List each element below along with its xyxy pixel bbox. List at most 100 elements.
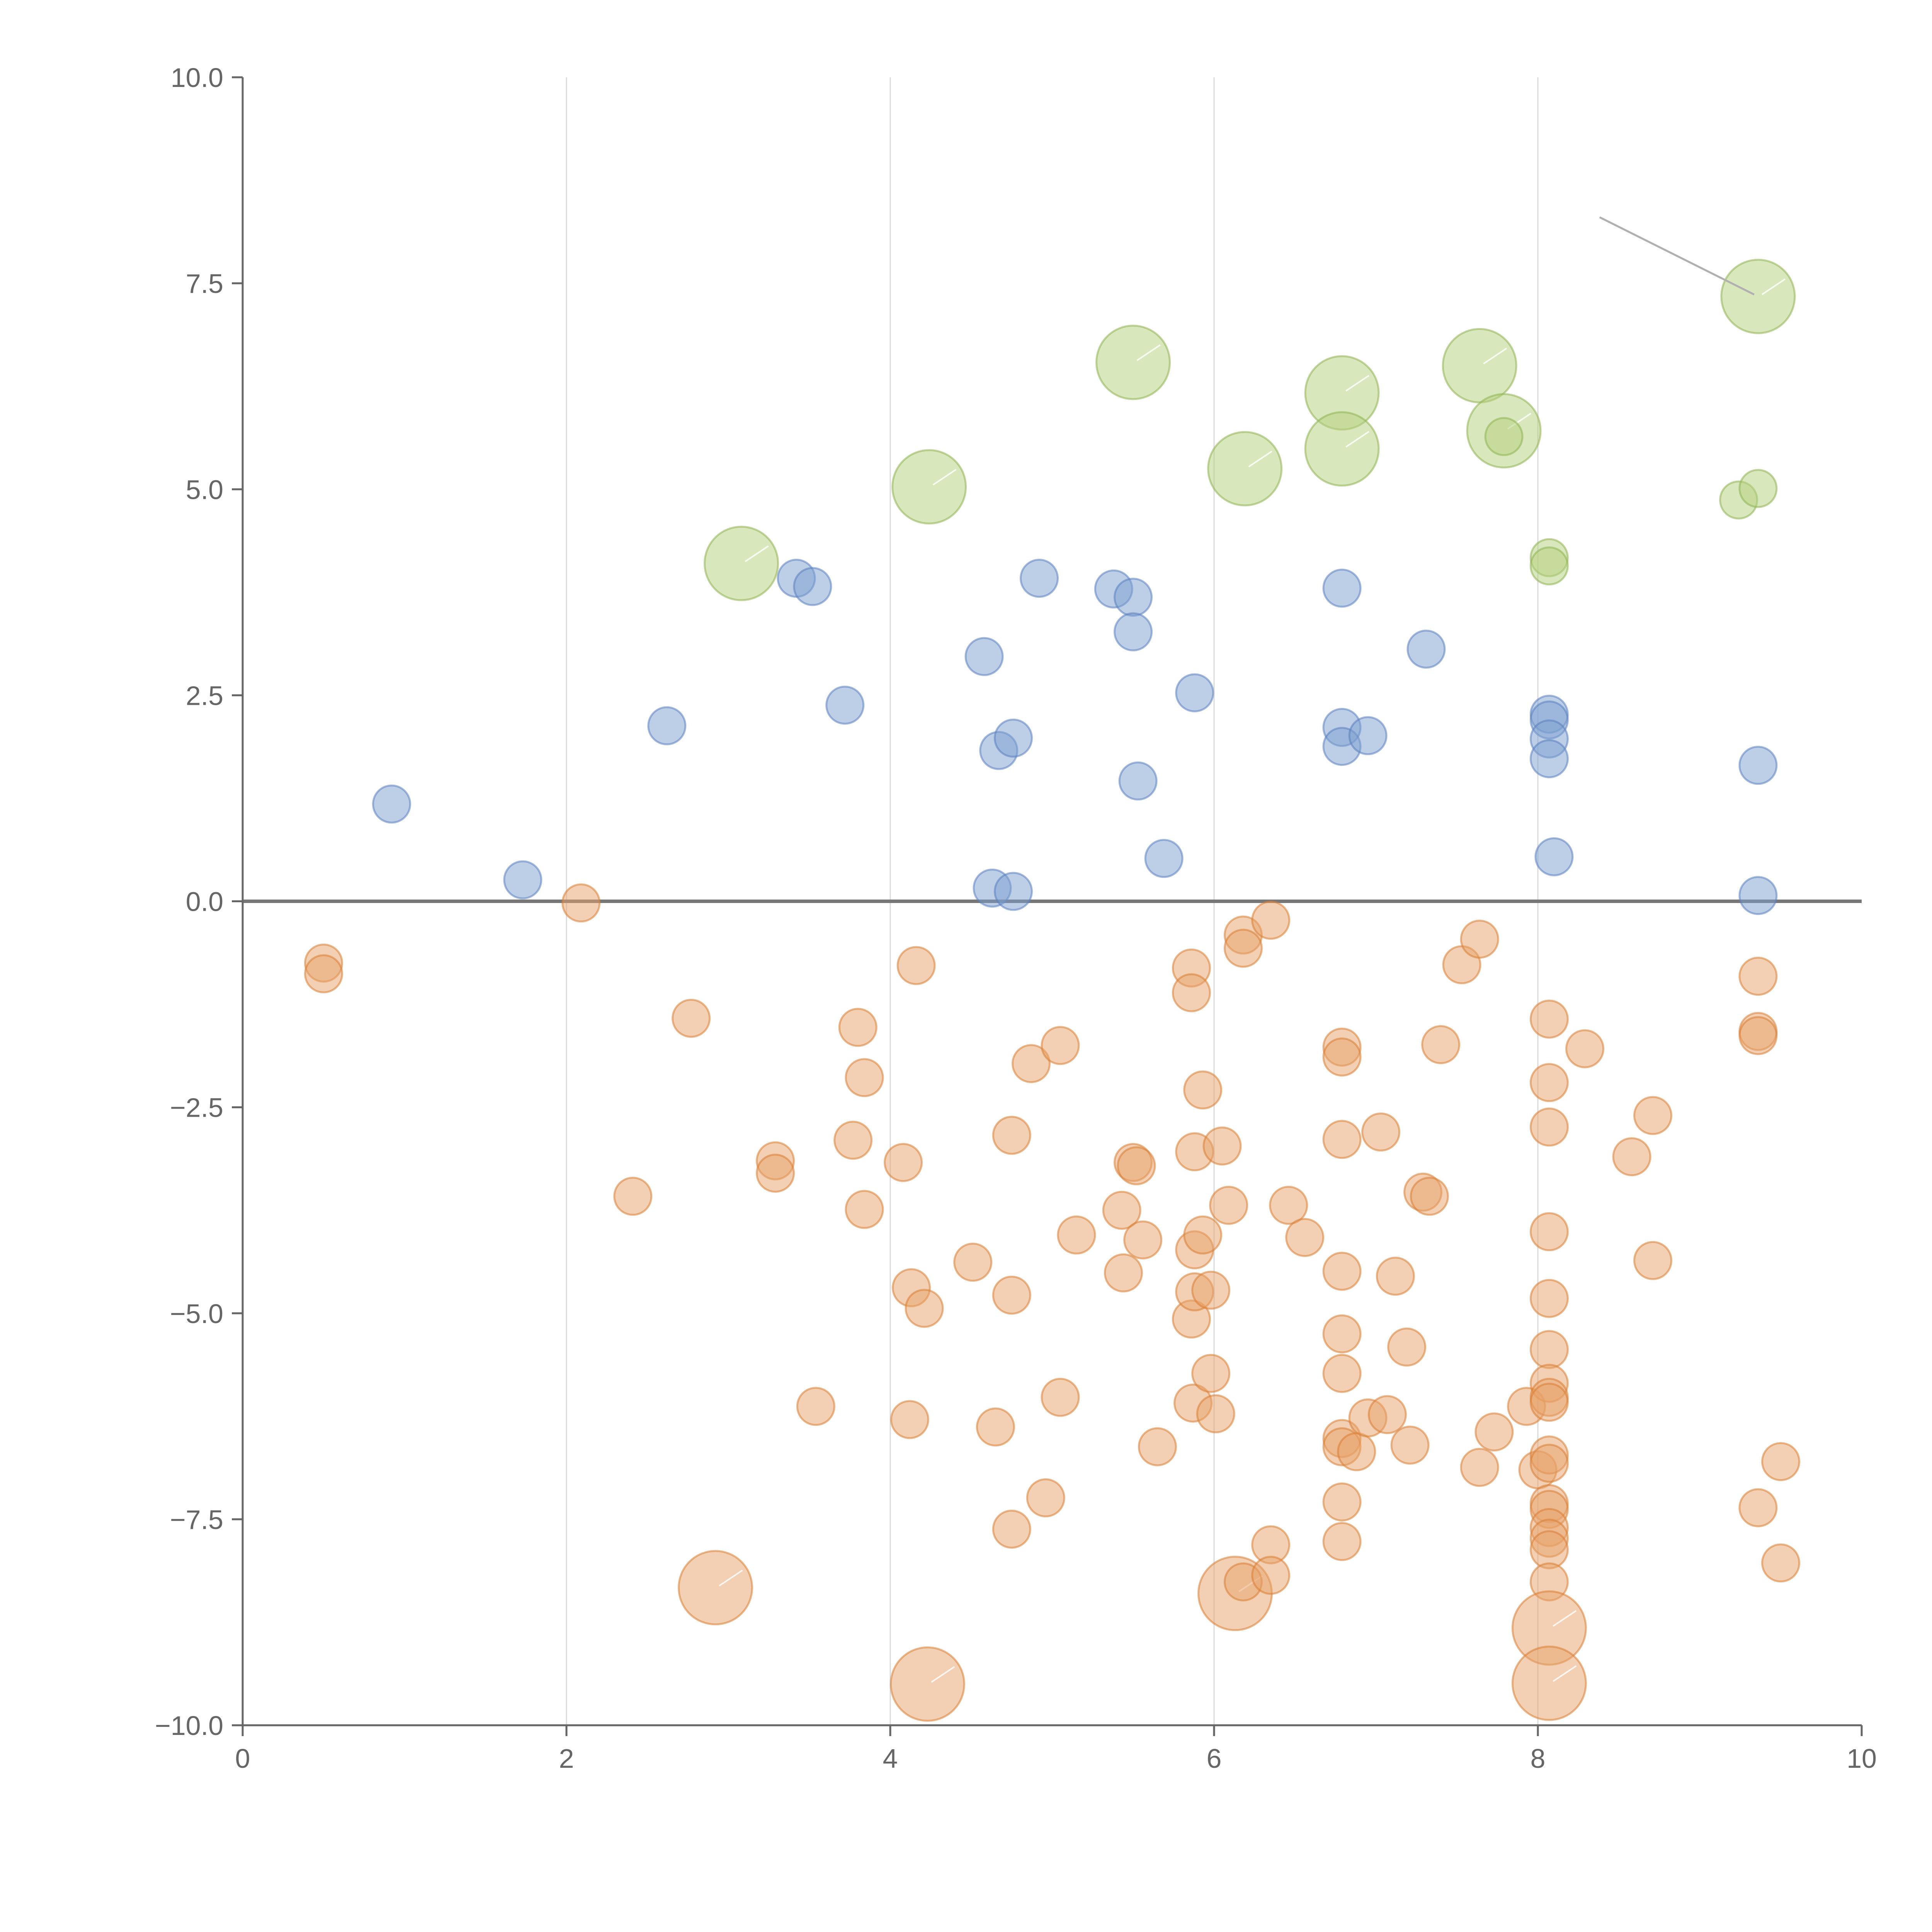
bubble-point-orange <box>1612 1137 1651 1177</box>
x-tick-label: 10 <box>1847 1743 1877 1774</box>
y-tick-label: −7.5 <box>170 1505 223 1535</box>
bubble-leader-line <box>1248 451 1272 468</box>
bubble-point-orange <box>1529 1383 1569 1422</box>
bubble-leader-line <box>719 1570 743 1587</box>
bubble-point-orange <box>1251 1556 1291 1595</box>
bubble-point-orange <box>1102 1190 1141 1230</box>
bubble-point-orange <box>1202 1126 1242 1166</box>
bubble-point-orange <box>1761 1442 1800 1481</box>
bubble-point-orange <box>1104 1253 1143 1293</box>
axes: 0 2 4 6 8 10 10.0 7.5 5.0 2.5 0.0 −2.5 −5.0 −7.5 −10.0 <box>155 63 1877 1774</box>
bubble-point-orange <box>672 998 711 1038</box>
bubble-point-orange <box>1041 1026 1080 1065</box>
bubble-point-orange <box>1761 1543 1800 1583</box>
bubble-leader-line <box>1345 431 1370 448</box>
bubble-point-green <box>1529 546 1569 586</box>
bubble-point-orange <box>845 1190 884 1229</box>
bubble-leader-line <box>1553 1610 1577 1627</box>
x-tick-label: 2 <box>559 1743 574 1774</box>
bubble-point-orange <box>1738 1016 1778 1055</box>
bubble-point-orange <box>1196 1394 1235 1434</box>
bubble-point-blue <box>1348 716 1388 755</box>
bubble-point-blue <box>1322 568 1362 608</box>
bubble-point-blue <box>647 706 687 745</box>
bubble-point-orange <box>677 1550 753 1626</box>
bubble-point-orange <box>1565 1029 1605 1068</box>
bubble-leader-line <box>1345 375 1370 392</box>
bubble-point-blue <box>1019 559 1059 598</box>
bubble-point-orange <box>1511 1645 1587 1721</box>
bubble-point-green <box>891 449 967 525</box>
bubble-point-orange <box>1057 1215 1096 1255</box>
bubble-point-orange <box>889 1646 965 1722</box>
bubble-point-blue <box>1738 876 1778 915</box>
bubble-point-blue <box>1144 839 1184 878</box>
bubble-point-orange <box>1251 901 1291 940</box>
bubble-point-orange <box>756 1153 795 1193</box>
bubble-point-orange <box>1390 1425 1430 1465</box>
bubble-leader-line <box>1553 1665 1577 1682</box>
x-tick-label: 8 <box>1531 1743 1546 1774</box>
bubble-point-orange <box>1117 1146 1156 1185</box>
bubble-point-green <box>1442 328 1517 403</box>
bubble-point-orange <box>976 1407 1015 1447</box>
bubble-point-orange <box>796 1387 835 1426</box>
bubble-point-blue <box>503 860 543 900</box>
bubble-leader-line <box>1483 347 1507 365</box>
bubble-point-orange <box>896 946 936 985</box>
bubble-point-orange <box>1337 1432 1376 1471</box>
bubble-point-orange <box>1322 1120 1362 1159</box>
bubble-point-green <box>1207 431 1283 507</box>
bubble-point-green <box>1095 325 1171 400</box>
y-tick-label: −2.5 <box>170 1093 223 1123</box>
bubble-point-orange <box>1012 1044 1051 1083</box>
bubble-point-orange <box>1269 1185 1308 1225</box>
bubble-point-blue <box>993 872 1033 911</box>
bubble-point-orange <box>1633 1241 1672 1280</box>
bubble-point-orange <box>1322 1482 1362 1522</box>
bubble-point-orange <box>1529 1212 1569 1252</box>
bubble-point-green <box>1304 411 1380 487</box>
bubble-point-orange <box>1322 1314 1362 1354</box>
y-tick-label: 0.0 <box>186 887 223 917</box>
bubble-point-orange <box>1529 1444 1569 1483</box>
bubble-point-blue <box>793 567 832 606</box>
bubble-point-orange <box>1738 957 1778 996</box>
x-tick-label: 0 <box>235 1743 250 1774</box>
bubble-point-orange <box>992 1276 1031 1315</box>
bubble-point-orange <box>1738 1488 1778 1527</box>
x-tick-label: 6 <box>1207 1743 1222 1774</box>
bubble-point-blue <box>1406 629 1446 669</box>
bubble-point-blue <box>1534 837 1574 876</box>
bubble-point-orange <box>1475 1412 1514 1452</box>
bubble-point-orange <box>1209 1185 1248 1225</box>
bubble-point-blue <box>1738 746 1778 785</box>
bubble-point-orange <box>1361 1112 1401 1152</box>
bubble-point-orange <box>1376 1257 1415 1296</box>
bubble-point-orange <box>1285 1218 1325 1257</box>
bubble-point-orange <box>1191 1270 1231 1310</box>
bubble-leader-line <box>932 469 957 486</box>
bubble-point-orange <box>1460 1448 1499 1487</box>
bubble-leader-line <box>931 1666 955 1683</box>
bubble-point-orange <box>905 1289 944 1328</box>
bubble-point-green <box>1484 417 1524 456</box>
y-tick-label: −10.0 <box>155 1711 223 1741</box>
bubble-point-orange <box>1322 1252 1362 1291</box>
bubble-point-blue <box>1118 761 1158 801</box>
bubble-point-orange <box>1172 973 1211 1012</box>
bubble-point-orange <box>833 1121 873 1160</box>
bubble-point-orange <box>1123 1220 1163 1260</box>
bubble-leader-line <box>745 545 769 562</box>
bubble-point-orange <box>561 883 601 923</box>
y-tick-label: 7.5 <box>186 269 223 299</box>
bubble-point-orange <box>1529 1063 1569 1102</box>
bubble-point-orange <box>1322 1354 1362 1393</box>
bubble-point-orange <box>890 1400 929 1439</box>
bubble-point-orange <box>1191 1354 1231 1393</box>
bubble-point-orange <box>1183 1070 1223 1110</box>
bubble-point-orange <box>1460 920 1499 959</box>
bubble-point-orange <box>953 1243 993 1282</box>
bubble-leader-line <box>1136 344 1161 361</box>
